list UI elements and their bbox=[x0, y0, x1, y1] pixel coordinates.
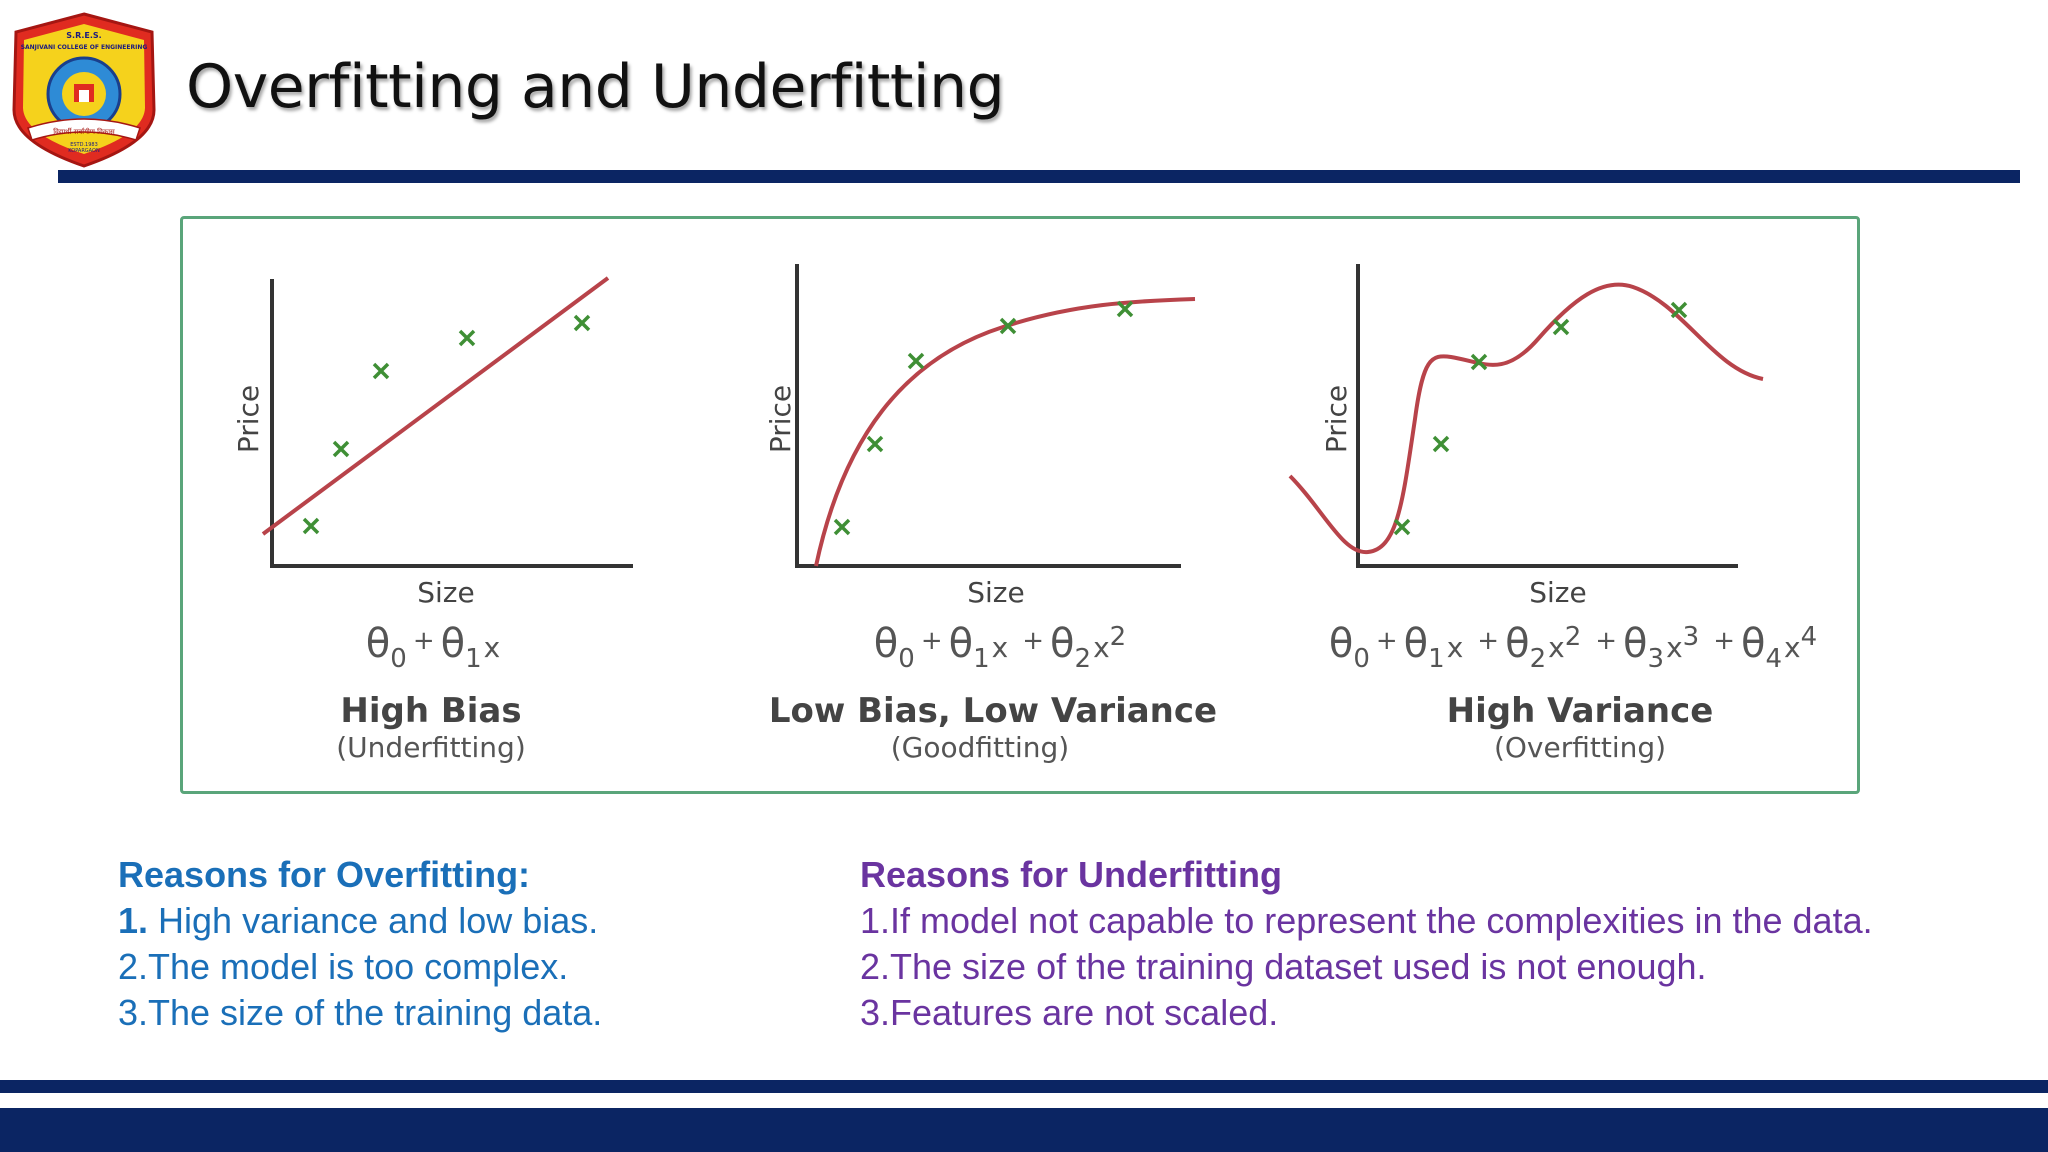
panel-good-fit: Price Size θ0+ θ1x + θ2x2 Low Bias, Low Var… bbox=[764, 264, 1217, 764]
panel-subheading: (Overfitting) bbox=[1494, 731, 1666, 764]
item-text: High variance and low bias. bbox=[148, 900, 599, 941]
quadratic-fit-curve bbox=[814, 297, 1196, 567]
reasons-underfitting-heading: Reasons for Underfitting bbox=[860, 854, 1283, 895]
logo-place: KOPARGAON bbox=[68, 148, 100, 154]
reasons-underfitting: Reasons for Underfitting 1.If model not … bbox=[860, 852, 1873, 1036]
reasons-overfitting: Reasons for Overfitting: 1. High varianc… bbox=[118, 852, 602, 1036]
list-item: 2.The model is too complex. bbox=[118, 946, 569, 987]
x-axis-label: Size bbox=[967, 576, 1024, 609]
logo-motto: विद्यार्थी सर्वांगीण विकास bbox=[53, 127, 115, 136]
polynomial-fit-curve bbox=[1288, 282, 1764, 555]
list-item: 3.The size of the training data. bbox=[118, 992, 603, 1033]
footer-bar bbox=[0, 1108, 2048, 1152]
reasons-overfitting-heading: Reasons for Overfitting: bbox=[118, 854, 531, 895]
logo-estd: ESTD.1983 bbox=[70, 142, 98, 148]
logo-college-text: SANJIVANI COLLEGE OF ENGINEERING bbox=[21, 44, 148, 51]
logo-top-text: S.R.E.S. bbox=[66, 31, 101, 40]
fitting-diagram: Price Size θ0+ θ1x High Bias (Underfittin… bbox=[180, 216, 1860, 794]
page-title: Overfitting and Underfitting bbox=[186, 52, 1005, 122]
panel-heading: High Bias bbox=[340, 691, 521, 731]
panel-high-variance: Price Size θ0+ θ1x + θ2x2 + θ3x3 + θ4x4 High Va… bbox=[1288, 264, 1817, 764]
panel-heading: High Variance bbox=[1447, 691, 1714, 731]
data-points bbox=[302, 314, 591, 535]
panel-heading: Low Bias, Low Variance bbox=[769, 691, 1217, 731]
college-logo: S.R.E.S. SANJIVANI COLLEGE OF ENGINEERIN… bbox=[4, 10, 164, 170]
axes bbox=[270, 279, 633, 568]
y-axis-label: Price bbox=[1320, 385, 1353, 453]
y-axis-label: Price bbox=[764, 385, 797, 453]
list-item: 3.Features are not scaled. bbox=[860, 992, 1279, 1033]
panel-subheading: (Underfitting) bbox=[336, 731, 526, 764]
footer-divider bbox=[0, 1080, 2048, 1093]
panel-subheading: (Goodfitting) bbox=[891, 731, 1069, 764]
formula-good-fit: θ0+ θ1x + θ2x2 bbox=[874, 621, 1126, 674]
axes bbox=[795, 264, 1181, 568]
axes bbox=[1356, 264, 1738, 568]
list-item: 2.The size of the training dataset used … bbox=[860, 946, 1707, 987]
list-item: 1. High variance and low bias. bbox=[118, 898, 602, 944]
x-axis-label: Size bbox=[417, 576, 474, 609]
item-number: 1. bbox=[118, 900, 149, 941]
formula-high-variance: θ0+ θ1x + θ2x2 + θ3x3 + θ4x4 bbox=[1329, 621, 1817, 674]
data-points bbox=[1393, 301, 1688, 536]
panel-high-bias: Price Size θ0+ θ1x High Bias (Underfittin… bbox=[232, 276, 633, 764]
data-points bbox=[833, 300, 1134, 536]
header-divider bbox=[58, 170, 2020, 183]
x-axis-label: Size bbox=[1529, 576, 1586, 609]
formula-high-bias: θ0+ θ1x bbox=[366, 621, 500, 674]
linear-fit-line bbox=[261, 276, 610, 536]
list-item: 1.If model not capable to represent the … bbox=[860, 900, 1873, 941]
y-axis-label: Price bbox=[232, 385, 265, 453]
